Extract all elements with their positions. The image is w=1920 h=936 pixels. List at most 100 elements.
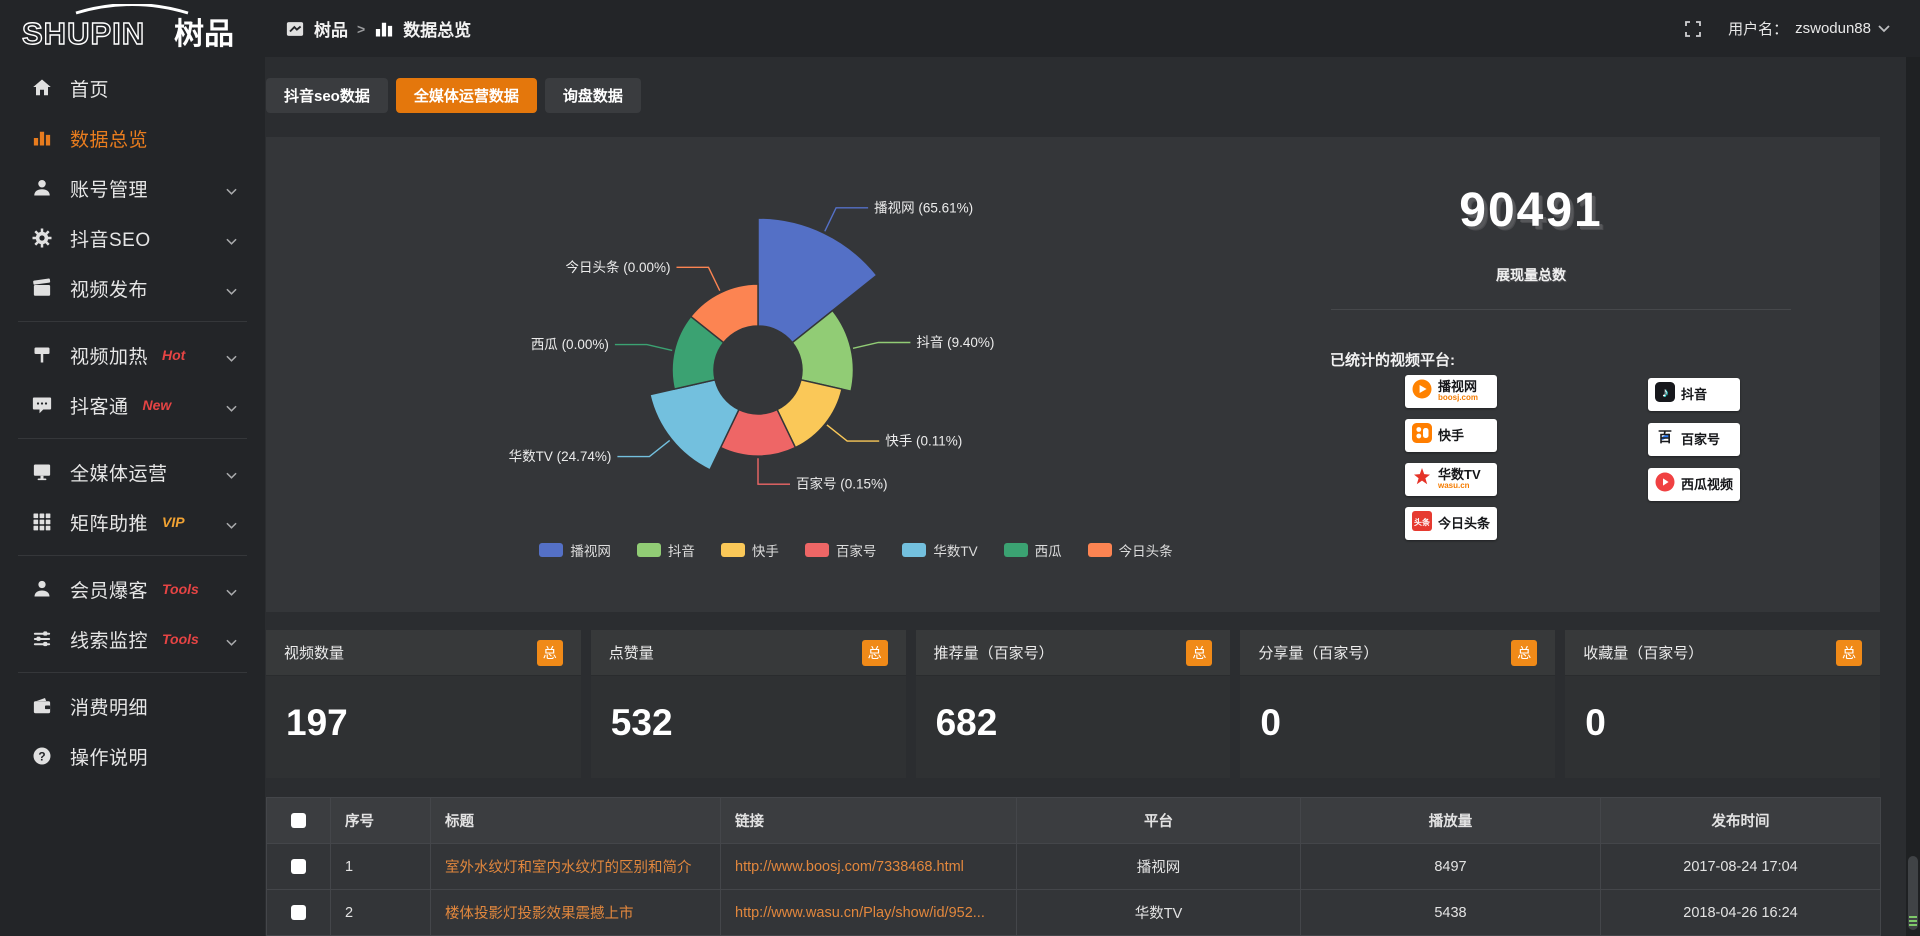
table-header-4: 平台 — [1016, 797, 1301, 844]
cell-time: 2017-08-24 17:04 — [1600, 843, 1881, 890]
username-label: 用户名： — [1728, 21, 1789, 38]
sidebar-item-matrix-boost[interactable]: 矩阵助推 VIP — [0, 497, 265, 547]
legend-label: 播视网 — [570, 544, 611, 559]
stat-card-value: 197 — [286, 702, 348, 743]
legend-item-5[interactable]: 西瓜 — [1003, 540, 1062, 560]
stat-card-title: 分享量（百家号） — [1258, 645, 1379, 662]
stat-card-0: 视频数量 总 197 — [266, 630, 581, 778]
platform-sub: wasu.cn — [1438, 481, 1470, 491]
sidebar-item-douketong[interactable]: 抖客通 New — [0, 380, 265, 430]
sidebar-item-operation-guide[interactable]: ? 操作说明 — [0, 731, 265, 781]
cell-url-link[interactable]: http://www.wasu.cn/Play/show/id/952... — [720, 889, 1017, 936]
question-icon: ? — [32, 746, 52, 766]
table-header-row: 序号 标题 链接 平台 播放量 发布时间 — [266, 797, 1881, 844]
legend-item-3[interactable]: 百家号 — [804, 540, 876, 560]
legend-swatch — [902, 543, 927, 557]
legend-item-0[interactable]: 播视网 — [539, 540, 611, 560]
cell-no: 1 — [330, 843, 431, 890]
stat-card-value: 532 — [610, 702, 673, 743]
sidebar-item-badge: VIP — [162, 514, 185, 530]
legend-label: 抖音 — [667, 544, 695, 559]
chevron-down-icon — [226, 584, 237, 602]
sidebar-item-member-baoke[interactable]: 会员爆客 Tools — [0, 564, 265, 614]
bar-chart-icon — [374, 19, 394, 39]
legend-item-4[interactable]: 华数TV — [902, 540, 978, 560]
pie-slice-6[interactable] — [689, 283, 759, 344]
total-badge[interactable]: 总 — [1835, 639, 1862, 666]
table-header-6: 发布时间 — [1600, 797, 1881, 844]
pie-slice-0[interactable] — [757, 217, 878, 344]
sidebar-item-douyin-seo[interactable]: 抖音SEO — [0, 213, 265, 263]
total-badge[interactable]: 总 — [1511, 639, 1538, 666]
brand-logo[interactable]: SHUPIN 树品 — [14, 3, 264, 59]
user-menu[interactable]: 用户名： zswodun88 — [1728, 18, 1890, 39]
row-checkbox[interactable] — [291, 859, 306, 875]
chevron-down-icon — [226, 183, 237, 201]
sidebar-item-video-publish[interactable]: 视频发布 — [0, 263, 265, 313]
stat-card-value: 682 — [935, 702, 998, 743]
tab-0[interactable]: 抖音seo数据 — [266, 78, 388, 113]
stat-card-title: 点赞量 — [608, 645, 654, 662]
stat-card-header: 分享量（百家号） 总 — [1240, 630, 1556, 676]
legend-swatch — [636, 543, 661, 557]
scrollbar-thumb[interactable] — [1908, 856, 1918, 930]
chart-legend: 播视网 抖音 快手 百家号 华数TV 西瓜 今日头条 — [326, 540, 1386, 560]
wasu-logo — [1412, 467, 1432, 492]
bar-chart-icon — [32, 128, 52, 148]
breadcrumb-root[interactable]: 树品 — [314, 21, 348, 40]
impressions-total-label: 展现量总数 — [1496, 267, 1566, 283]
pie-label: 华数TV (24.74%) — [509, 449, 612, 464]
chevron-down-icon — [226, 233, 237, 251]
sidebar-item-label: 抖音SEO — [70, 229, 151, 251]
legend-item-1[interactable]: 抖音 — [636, 540, 695, 560]
douyin-logo: ♪ ♪ — [1655, 382, 1675, 407]
select-all-checkbox[interactable] — [291, 813, 306, 829]
svg-text:♪: ♪ — [1663, 385, 1670, 400]
sidebar-item-home[interactable]: 首页 — [0, 63, 265, 113]
topbar-right: 用户名： zswodun88 — [1684, 0, 1890, 57]
platform-badge-2: 西瓜视频 — [1648, 468, 1740, 501]
total-badge[interactable]: 总 — [861, 639, 888, 666]
svg-text:?: ? — [38, 749, 45, 763]
sidebar-item-data-overview[interactable]: 数据总览 — [0, 113, 265, 163]
sidebar-item-consumption-detail[interactable]: 消费明细 — [0, 681, 265, 731]
sidebar-divider — [18, 555, 247, 556]
pie-label-line — [852, 341, 911, 349]
pie-slice-1[interactable] — [791, 309, 855, 393]
cell-url-link[interactable]: http://www.boosj.com/7338468.html — [720, 843, 1017, 890]
table-header-5: 播放量 — [1300, 797, 1601, 844]
legend-item-6[interactable]: 今日头条 — [1087, 540, 1173, 560]
sidebar-item-label: 操作说明 — [70, 747, 149, 769]
legend-swatch — [539, 543, 564, 557]
row-checkbox-cell — [266, 889, 331, 936]
page-scrollbar[interactable] — [1906, 0, 1920, 936]
pie-label: 快手 (0.11%) — [885, 434, 962, 449]
sidebar-item-omnimedia-operation[interactable]: 全媒体运营 — [0, 447, 265, 497]
brand-icon — [285, 19, 305, 39]
pie-label-line — [826, 424, 880, 442]
sidebar-item-account-management[interactable]: 账号管理 — [0, 163, 265, 213]
row-checkbox[interactable] — [291, 905, 306, 921]
pie-label-line — [757, 458, 790, 485]
sidebar-item-video-heating[interactable]: 视频加热 Hot — [0, 330, 265, 380]
total-badge[interactable]: 总 — [1186, 639, 1213, 666]
svg-text:♪: ♪ — [1662, 384, 1669, 399]
monitor-icon — [32, 462, 52, 482]
pie-slice-4[interactable] — [649, 378, 740, 471]
sidebar-item-label: 账号管理 — [70, 179, 149, 201]
member-icon — [32, 579, 52, 599]
cell-title-link[interactable]: 室外水纹灯和室内水纹灯的区别和简介 — [430, 843, 721, 890]
fullscreen-icon[interactable] — [1684, 20, 1702, 38]
pie-slice-3[interactable] — [719, 408, 797, 457]
breadcrumb-current[interactable]: 数据总览 — [403, 21, 472, 40]
total-badge[interactable]: 总 — [536, 639, 563, 666]
chevron-down-icon — [1878, 20, 1890, 37]
tab-1[interactable]: 全媒体运营数据 — [395, 78, 537, 113]
boosj-logo — [1412, 379, 1432, 404]
legend-item-2[interactable]: 快手 — [720, 540, 779, 560]
cell-title-link[interactable]: 楼体投影灯投影效果震撼上市 — [430, 889, 721, 936]
overview-panel: 播视网 (65.61%) 抖音 (9.40%) 快手 (0.11%) 百家号 (0.1… — [266, 137, 1880, 612]
tab-2[interactable]: 询盘数据 — [544, 78, 641, 113]
top-bar: SHUPIN 树品 树品 > 数据总览 用户名： zswodun88 — [0, 0, 1920, 57]
sidebar-item-clue-monitor[interactable]: 线索监控 Tools — [0, 614, 265, 664]
